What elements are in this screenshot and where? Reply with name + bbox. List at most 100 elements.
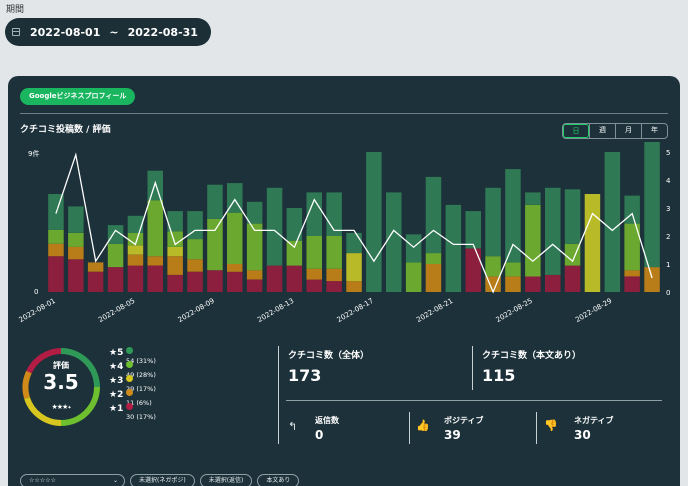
right-axis-tick: 4 [666,177,671,185]
bar-segment-5star [107,225,124,244]
dot-1 [126,403,133,410]
bar-segment-5star [147,170,163,201]
tab-day[interactable]: 日 [563,124,589,138]
date-range-picker[interactable]: 2022-08-01 ~ 2022-08-31 [5,18,211,46]
period-tabs: 日 週 月 年 [562,123,668,139]
right-axis-tick: 2 [666,233,670,241]
x-axis-tick: 2022-08-09 [177,297,216,324]
bar-segment-4star [187,239,203,260]
date-end: 2022-08-31 [127,25,198,39]
total-reviews-value: 173 [288,366,322,385]
x-axis-tick: 2022-08-17 [336,297,375,324]
x-axis-tick: 2022-08-05 [97,297,136,324]
bar-segment-2star [346,281,362,292]
left-axis-tick: 9件 [28,149,39,158]
bar-segment-2star [167,256,183,275]
bar-segment-5star [445,204,462,292]
bar-segment-4star [246,223,263,271]
reply-label: 返信数 [315,416,339,425]
bar-segment-4star [326,236,342,269]
bar-segment-5star [604,152,621,292]
bar-segment-3star [584,194,601,292]
sentiment-filter-chip[interactable]: 未選択(ネガポジ) [130,474,195,486]
bar-segment-5star [425,176,442,254]
bar-segment-1star [326,281,342,292]
bar-segment-5star [207,184,223,219]
bar-segment-3star [127,245,144,255]
tab-month[interactable]: 月 [615,124,641,138]
bar-segment-1star [246,279,263,292]
tab-week[interactable]: 週 [589,124,615,138]
review-panel: Googleビジネスプロフィール クチコミ投稿数 / 評価 日 週 月 年 9件… [8,76,680,486]
text-reviews-value: 115 [482,366,516,385]
bar-segment-1star [465,248,481,292]
bar-segment-2star [68,246,84,260]
bar-segment-5star [564,189,581,244]
bar-segment-2star [624,270,640,277]
tab-year[interactable]: 年 [641,124,667,138]
negative-value: 30 [574,428,591,442]
x-axis-tick: 2022-08-29 [574,297,613,324]
bar-segment-5star [405,234,422,263]
bar-segment-2star [127,254,144,266]
bar-segment-5star [386,192,402,292]
bar-segment-5star [505,169,521,263]
bar-segment-1star [68,259,84,292]
bar-segment-4star [505,262,521,277]
bar-segment-1star [545,274,561,292]
bar-segment-4star [147,200,163,257]
bar-segment-5star [525,192,541,205]
bar-segment-5star [246,201,263,224]
bar-segment-4star [68,232,84,247]
bar-segment-1star [48,256,64,292]
dot-2 [126,389,133,396]
bar-segment-5star [266,187,283,266]
bar-segment-2star [87,262,104,272]
right-axis-tick: 5 [666,149,670,157]
bar-segment-5star [68,206,84,233]
bar-segment-1star [266,265,283,292]
bar-segment-4star [306,236,322,269]
has-text-filter-chip[interactable]: 本文あり [257,474,300,486]
bar-segment-5star [346,232,362,254]
rating-filter-select[interactable]: ☆☆☆☆☆ ⌄ [20,474,125,486]
bar-segment-4star [624,223,640,271]
bar-segment-2star [644,267,660,292]
bar-segment-2star [147,256,163,266]
reply-filter-chip[interactable]: 未選択(返信) [199,474,253,486]
rating-ring [22,348,100,426]
bar-segment-3star [167,246,183,257]
divider-v3 [409,412,410,444]
bar-segment-5star [644,142,660,268]
bar-segment-5star [366,152,382,292]
dot-4 [126,361,133,368]
rating-value: 3.5 [43,370,79,394]
divider-v1 [278,346,279,444]
bar-segment-4star [286,240,303,266]
bar-segment-1star [147,265,163,292]
date-start: 2022-08-01 [30,25,101,39]
bar-segment-5star [167,211,183,232]
reply-value: 0 [315,428,324,442]
bar-segment-5star [127,215,144,233]
bar-segment-4star [564,243,581,266]
source-badge[interactable]: Googleビジネスプロフィール [20,88,136,105]
filter-bar: ☆☆☆☆☆ ⌄ 未選択(ネガポジ) 未選択(返信) 本文あり [20,474,300,486]
positive-value: 39 [444,428,461,442]
divider-v2 [472,346,473,390]
right-axis-tick: 0 [666,289,670,297]
bar-segment-1star [564,265,581,292]
bar-segment-2star [187,259,203,272]
bar-segment-5star [624,195,640,224]
x-axis-tick: 2022-08-13 [256,297,295,324]
total-reviews-label: クチコミ数（全体） [288,351,370,361]
bar-segment-2star [227,264,243,272]
right-axis-tick: 1 [666,261,670,269]
bar-segment-1star [207,270,223,292]
bar-segment-4star [107,243,124,268]
divider-h [286,400,662,401]
bar-segment-1star [227,271,243,292]
x-axis-tick: 2022-08-25 [495,297,534,324]
bar-segment-5star [306,192,322,236]
bar-segment-2star [326,268,342,282]
